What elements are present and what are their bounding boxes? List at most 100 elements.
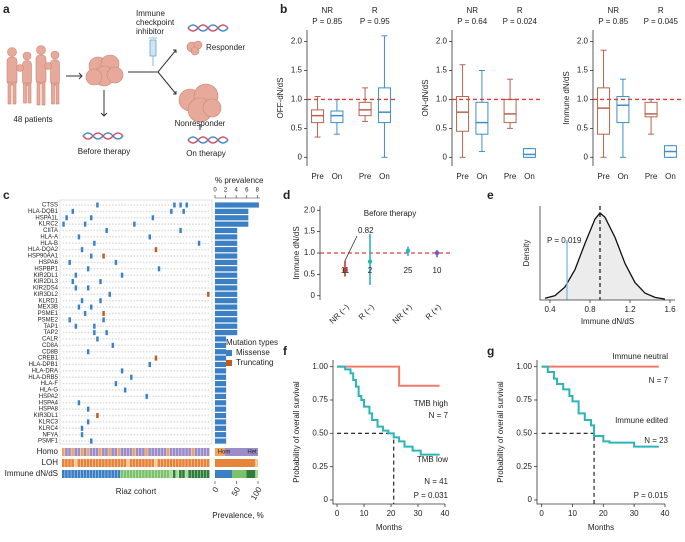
cell: [151, 287, 154, 289]
prevalence-bar: [215, 425, 227, 431]
summary-bar: [232, 470, 247, 478]
cell: [188, 363, 191, 366]
cell: [93, 440, 96, 442]
cell: [182, 261, 185, 264]
cell: [167, 216, 170, 219]
cell: [115, 274, 117, 277]
prevalence-bar: [215, 393, 227, 399]
cell: [99, 363, 102, 366]
missense-mutation: [105, 330, 108, 336]
cell: [130, 255, 133, 257]
p-value: P = 0.64: [457, 17, 487, 26]
cell: [62, 376, 65, 379]
cell: [188, 433, 191, 436]
cell: [105, 299, 108, 302]
cell: [93, 306, 96, 308]
cell: [62, 325, 65, 328]
cell: [96, 293, 99, 296]
cell: [96, 421, 99, 423]
cell: [148, 210, 151, 213]
cell: [121, 363, 123, 366]
track-cell: [191, 448, 195, 456]
x-tick-label: On: [379, 172, 390, 181]
y-tick-label: 0: [298, 152, 303, 161]
cell: [71, 204, 74, 206]
cell: [204, 395, 207, 398]
cell: [139, 433, 142, 436]
cell: [105, 242, 108, 245]
cell: [170, 248, 173, 251]
missense-mutation: [96, 336, 99, 342]
cell: [201, 414, 204, 417]
panel-label: d: [283, 188, 290, 202]
cell: [121, 395, 123, 398]
cell: [71, 376, 74, 379]
cell: [155, 344, 157, 347]
cell: [201, 376, 204, 379]
cell: [201, 287, 204, 289]
cell: [158, 363, 160, 366]
cell: [164, 274, 167, 277]
cell: [105, 433, 108, 436]
cell: [201, 421, 204, 423]
cell: [207, 440, 210, 442]
cell: [65, 408, 68, 411]
cell: [201, 267, 204, 270]
cell: [192, 376, 194, 379]
cell: [139, 255, 142, 257]
cell: [182, 274, 185, 277]
cell: [148, 427, 151, 430]
track-cell: [139, 470, 142, 478]
cell: [204, 350, 207, 353]
cell: [102, 248, 105, 251]
cell: [118, 357, 120, 360]
cell: [161, 267, 164, 270]
cell: [188, 306, 191, 308]
cell: [207, 229, 210, 232]
missense-mutation: [173, 202, 176, 208]
cell: [155, 427, 157, 430]
cell: [185, 255, 188, 257]
axis-label: Prevalence, %: [212, 511, 264, 520]
cell: [182, 287, 185, 289]
cell: [188, 395, 191, 398]
cell: [93, 248, 96, 251]
cell: [90, 433, 93, 436]
cell: [84, 210, 86, 213]
cell: [176, 287, 179, 289]
cell: [108, 287, 111, 289]
cell: [161, 427, 164, 430]
cell: [133, 350, 136, 353]
gene-label: KIR2DS4: [33, 286, 59, 292]
cell: [179, 216, 182, 219]
cell: [155, 223, 157, 226]
cell: [207, 389, 210, 391]
cell: [105, 255, 108, 257]
cell: [93, 299, 96, 302]
cell: [108, 325, 111, 328]
prevalence-bar: [215, 266, 238, 272]
track-cell: [169, 459, 173, 467]
cell: [130, 216, 133, 219]
cell: [142, 414, 145, 417]
cell: [142, 242, 145, 245]
cell: [170, 344, 173, 347]
cell: [142, 306, 145, 308]
cell: [108, 408, 111, 411]
cell: [102, 299, 105, 302]
gene-label: PSME1: [38, 311, 59, 317]
cell: [105, 357, 108, 360]
arrows: [66, 49, 201, 130]
cell: [102, 363, 105, 366]
cell: [96, 299, 99, 302]
cell: [185, 395, 188, 398]
cell: [179, 376, 182, 379]
cell: [164, 210, 167, 213]
track-cell: [166, 448, 170, 456]
cell: [124, 433, 127, 436]
cell: [179, 357, 182, 360]
track-cell: [117, 448, 121, 456]
cell: [118, 338, 120, 340]
cell: [93, 401, 96, 404]
y-tick-label: 0.5: [291, 123, 303, 132]
